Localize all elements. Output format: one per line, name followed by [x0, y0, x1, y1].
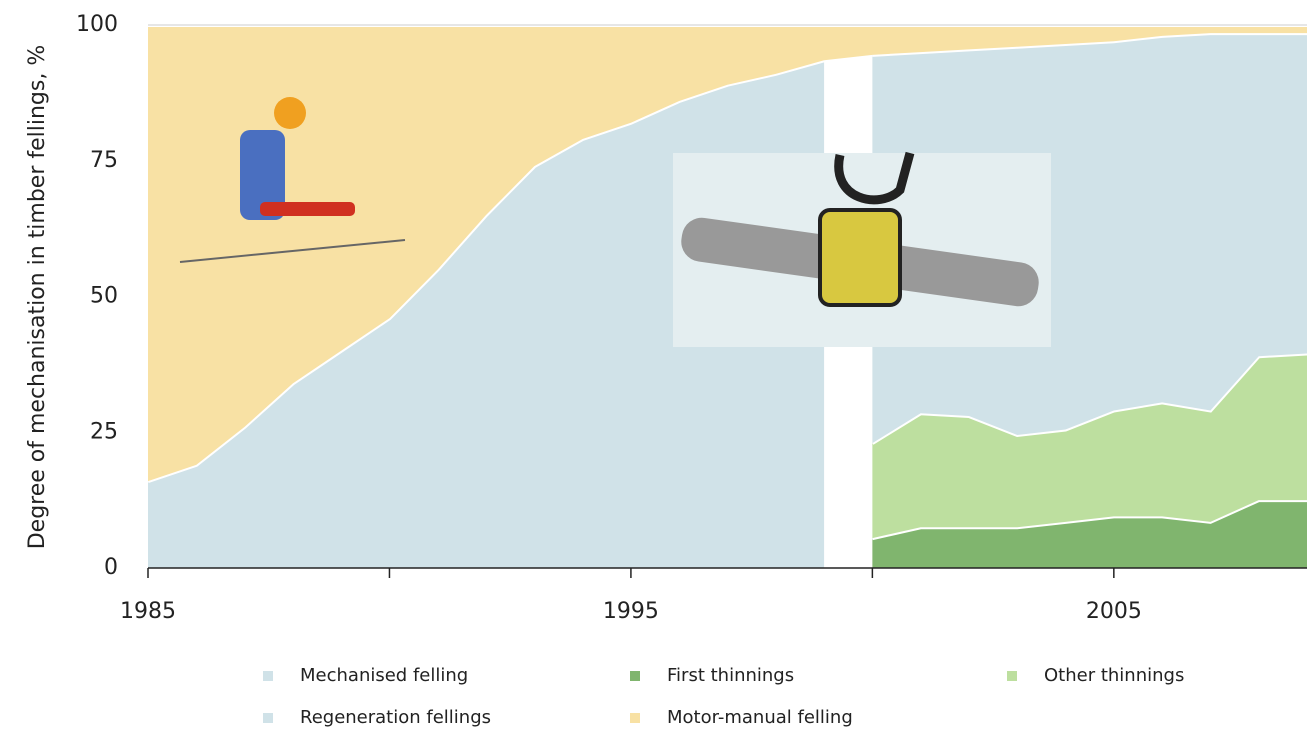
legend-swatch [630, 671, 640, 681]
y-tick-label: 75 [90, 148, 118, 173]
x-tick-label: 1985 [120, 599, 176, 624]
legend-swatch [1007, 671, 1017, 681]
y-tick-label: 50 [90, 284, 118, 309]
x-tick-label: 2005 [1086, 599, 1142, 624]
legend-label: Motor-manual felling [667, 707, 853, 728]
y-tick-label: 100 [76, 12, 118, 37]
y-tick-label: 25 [90, 419, 118, 444]
legend-label: First thinnings [667, 665, 794, 686]
x-tick-label: 1995 [603, 599, 659, 624]
illustration-harvester [673, 153, 1051, 347]
legend-swatch [263, 713, 273, 723]
y-axis-label: Degree of mechanisation in timber fellin… [25, 45, 50, 550]
chainsaw [260, 202, 355, 216]
legend-swatch [263, 671, 273, 681]
legend-label: Regeneration fellings [300, 707, 491, 728]
legend-label: Mechanised felling [300, 665, 468, 686]
harvester-head [820, 210, 900, 305]
y-tick-label: 0 [104, 555, 118, 580]
worker-head [274, 97, 306, 129]
legend-label: Other thinnings [1044, 665, 1184, 686]
chart: Degree of mechanisation in timber fellin… [0, 0, 1307, 735]
legend-swatch [630, 713, 640, 723]
